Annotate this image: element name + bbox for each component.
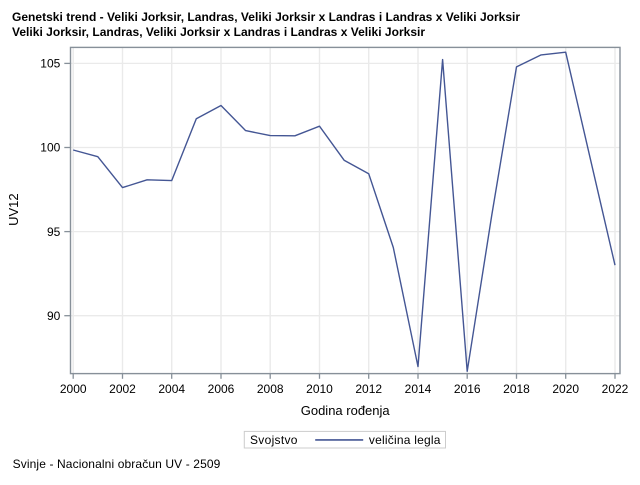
svg-text:2020: 2020 [552, 382, 579, 396]
svg-text:2006: 2006 [208, 382, 235, 396]
svg-text:90: 90 [47, 309, 61, 323]
svg-text:2016: 2016 [454, 382, 481, 396]
svg-text:2012: 2012 [355, 382, 382, 396]
svg-text:Veliki Jorksir, Landras, Velik: Veliki Jorksir, Landras, Veliki Jorksir … [12, 25, 425, 39]
svg-text:105: 105 [40, 57, 60, 71]
svg-text:2002: 2002 [109, 382, 136, 396]
svg-text:UV12: UV12 [6, 193, 21, 226]
svg-text:2022: 2022 [602, 382, 629, 396]
svg-text:100: 100 [40, 141, 60, 155]
svg-text:Svojstvo: Svojstvo [250, 433, 298, 447]
svg-text:2008: 2008 [257, 382, 284, 396]
svg-text:2018: 2018 [503, 382, 530, 396]
svg-text:Genetski trend - Veliki Jorksi: Genetski trend - Veliki Jorksir, Landras… [12, 10, 520, 24]
svg-text:veličina legla: veličina legla [369, 433, 441, 447]
svg-text:2010: 2010 [306, 382, 333, 396]
svg-text:Svinje - Nacionalni obračun UV: Svinje - Nacionalni obračun UV - 2509 [13, 457, 221, 471]
svg-text:95: 95 [47, 225, 61, 239]
svg-text:Godina rođenja: Godina rođenja [301, 403, 391, 418]
svg-text:2000: 2000 [60, 382, 87, 396]
svg-text:2004: 2004 [158, 382, 185, 396]
svg-text:2014: 2014 [405, 382, 432, 396]
